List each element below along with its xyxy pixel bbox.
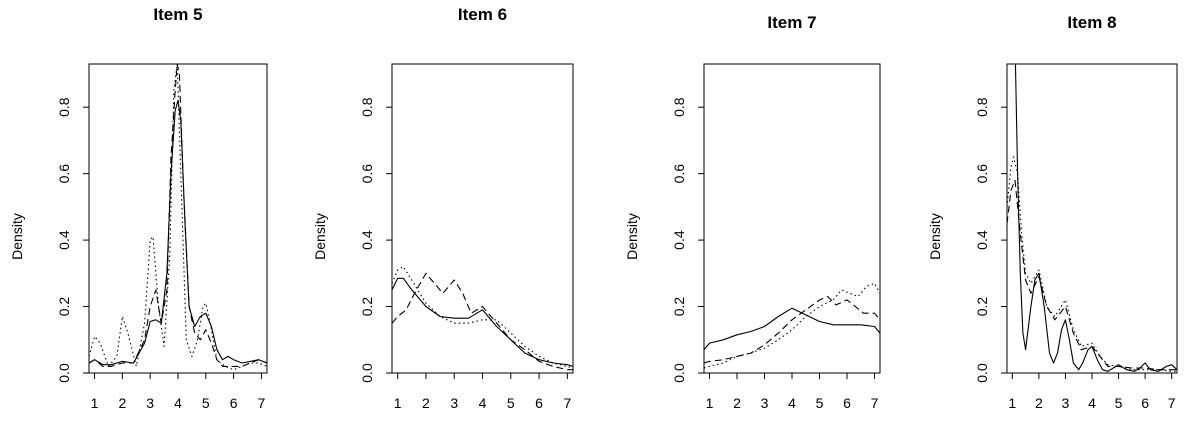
x-tick-label: 7 <box>871 395 879 411</box>
x-tick-label: 7 <box>1168 395 1176 411</box>
y-tick-label: 0.8 <box>359 97 375 117</box>
x-tick-label: 5 <box>816 395 824 411</box>
y-tick-label: 0.4 <box>359 230 375 250</box>
y-tick-label: 0.6 <box>974 164 990 184</box>
x-tick-label: 1 <box>706 395 714 411</box>
density-line-dashed <box>392 272 573 371</box>
y-tick-label: 0.4 <box>974 230 990 250</box>
panel-item-5: Item 5 1 2 3 4 5 6 7 0.0 0.2 0.4 0.6 0.8 Density <box>9 5 268 411</box>
x-tick-label: 2 <box>118 395 126 411</box>
x-tick-label: 4 <box>1088 395 1096 411</box>
panel-title: Item 5 <box>153 5 202 24</box>
y-tick-label: 0.2 <box>359 297 375 317</box>
y-tick-label: 0.8 <box>56 97 72 117</box>
density-line-dashed <box>89 64 267 367</box>
y-tick-label: 0.8 <box>671 97 687 117</box>
panel-item-7: Item 7 1 2 3 4 5 6 7 0.0 0.2 0.4 0.6 0.8 Density <box>624 13 881 411</box>
y-tick-label: 0.4 <box>671 230 687 250</box>
x-tick-label: 3 <box>450 395 458 411</box>
density-line-dotted <box>392 266 573 369</box>
y-axis-title: Density <box>624 213 640 260</box>
y-tick-label: 0.0 <box>359 363 375 383</box>
plot-frame <box>1006 63 1178 374</box>
plot-frame <box>391 63 574 374</box>
x-tick-label: 6 <box>230 395 238 411</box>
x-tick-label: 7 <box>258 395 266 411</box>
x-tick-label: 1 <box>394 395 402 411</box>
density-line-solid <box>392 277 573 367</box>
density-line-dotted <box>704 282 880 369</box>
x-tick-label: 6 <box>535 395 543 411</box>
x-tick-label: 2 <box>1035 395 1043 411</box>
x-tick-label: 3 <box>761 395 769 411</box>
y-axis-title: Density <box>9 213 25 260</box>
panel-title: Item 6 <box>458 5 507 24</box>
y-tick-label: 0.2 <box>974 297 990 317</box>
x-tick-label: 6 <box>843 395 851 411</box>
panel-title: Item 7 <box>767 13 816 32</box>
x-tick-label: 4 <box>788 395 796 411</box>
plot-frame <box>703 63 881 374</box>
density-line-dashed <box>1007 179 1177 371</box>
y-tick-label: 0.8 <box>974 97 990 117</box>
x-tick-label: 7 <box>563 395 571 411</box>
x-tick-label: 4 <box>479 395 487 411</box>
y-tick-label: 0.2 <box>671 297 687 317</box>
y-tick-label: 0.0 <box>671 363 687 383</box>
density-line-solid <box>704 307 880 351</box>
density-line-solid <box>1014 64 1177 372</box>
density-line-solid <box>89 99 267 366</box>
y-tick-label: 0.6 <box>671 164 687 184</box>
x-tick-label: 4 <box>174 395 182 411</box>
y-tick-label: 0.0 <box>56 363 72 383</box>
y-tick-label: 0.2 <box>56 297 72 317</box>
y-axis-title: Density <box>927 213 943 260</box>
x-tick-label: 1 <box>91 395 99 411</box>
x-tick-label: 6 <box>1141 395 1149 411</box>
y-tick-label: 0.4 <box>56 230 72 250</box>
plot-frame <box>88 63 268 374</box>
panel-title: Item 8 <box>1067 13 1116 32</box>
density-line-dotted <box>1007 156 1177 372</box>
y-axis-title: Density <box>312 213 328 260</box>
y-tick-label: 0.0 <box>974 363 990 383</box>
x-tick-label: 3 <box>146 395 154 411</box>
x-tick-label: 5 <box>507 395 515 411</box>
y-tick-label: 0.6 <box>56 164 72 184</box>
x-tick-label: 1 <box>1008 395 1016 411</box>
density-line-dashed <box>704 296 880 364</box>
density-line-dotted <box>89 64 267 371</box>
panel-item-8: Item 8 1 2 3 4 5 6 7 0.0 0.2 0.4 0.6 0.8 Density <box>927 13 1178 411</box>
x-tick-label: 2 <box>733 395 741 411</box>
x-tick-label: 5 <box>202 395 210 411</box>
x-tick-label: 3 <box>1062 395 1070 411</box>
x-tick-label: 5 <box>1115 395 1123 411</box>
panel-item-6: Item 6 1 2 3 4 5 6 7 0.0 0.2 0.4 0.6 0.8 Density <box>312 5 574 411</box>
x-tick-label: 2 <box>422 395 430 411</box>
y-tick-label: 0.6 <box>359 164 375 184</box>
